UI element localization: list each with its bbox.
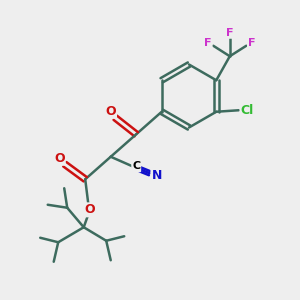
Text: F: F bbox=[226, 28, 233, 38]
Text: F: F bbox=[204, 38, 212, 48]
Text: C: C bbox=[132, 161, 140, 171]
Text: O: O bbox=[105, 105, 116, 118]
Text: O: O bbox=[84, 203, 95, 216]
Text: F: F bbox=[248, 38, 255, 48]
Text: Cl: Cl bbox=[241, 104, 254, 117]
Text: O: O bbox=[54, 152, 65, 165]
Text: N: N bbox=[152, 169, 162, 182]
